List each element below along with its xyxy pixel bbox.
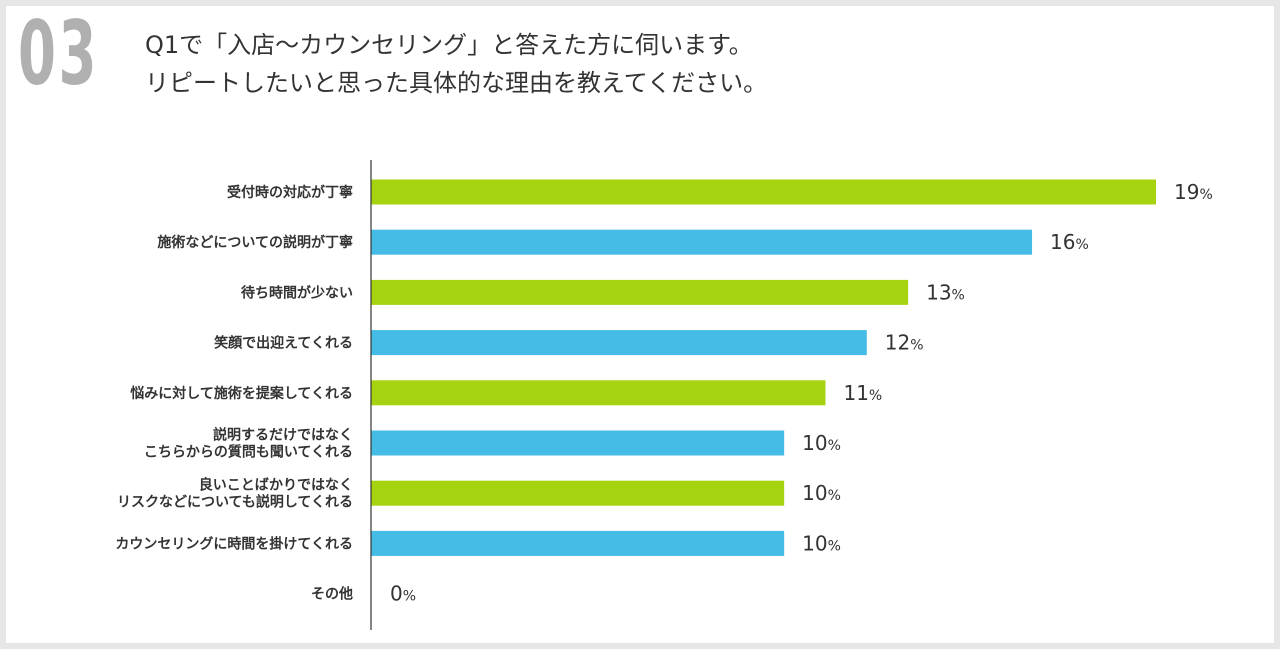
value-label: 10% <box>802 531 841 555</box>
value-label: 16% <box>1050 230 1089 254</box>
bar <box>371 330 867 356</box>
bar <box>371 380 826 406</box>
category-label: リスクなどについても説明してくれる <box>117 494 353 511</box>
bar <box>371 279 909 305</box>
category-label: 施術などについての説明が丁寧 <box>157 234 353 251</box>
bar <box>371 229 1033 255</box>
category-label: こちらからの質問も聞いてくれる <box>144 444 353 461</box>
question-text: Q1で「入店〜カウンセリング」と答えた方に伺います。 リピートしたいと思った具体… <box>145 26 767 102</box>
value-label: 12% <box>885 331 924 355</box>
value-label: 10% <box>802 481 841 505</box>
category-label: 笑顔で出迎えてくれる <box>214 335 353 352</box>
value-label: 0% <box>390 582 416 606</box>
value-label: 19% <box>1174 180 1213 204</box>
question-line-1: Q1で「入店〜カウンセリング」と答えた方に伺います。 <box>145 31 753 59</box>
category-label: 待ち時間が少ない <box>241 284 353 301</box>
value-label: 11% <box>843 381 882 405</box>
value-label: 13% <box>926 280 965 304</box>
bar <box>371 480 785 506</box>
value-label: 10% <box>802 431 841 455</box>
bar <box>371 530 785 556</box>
category-label: 受付時の対応が丁寧 <box>227 184 353 201</box>
bar <box>371 430 785 456</box>
category-label: 良いことばかりではなく <box>199 477 353 494</box>
question-number: 03 <box>18 2 99 105</box>
category-label: カウンセリングに時間を掛けてくれる <box>115 535 353 552</box>
category-label: 悩みに対して施術を提案してくれる <box>130 385 353 402</box>
bar <box>371 179 1156 205</box>
category-label: 説明するだけではなく <box>213 427 353 444</box>
question-line-2: リピートしたいと思った具体的な理由を教えてください。 <box>145 69 768 97</box>
category-label: その他 <box>311 586 353 603</box>
